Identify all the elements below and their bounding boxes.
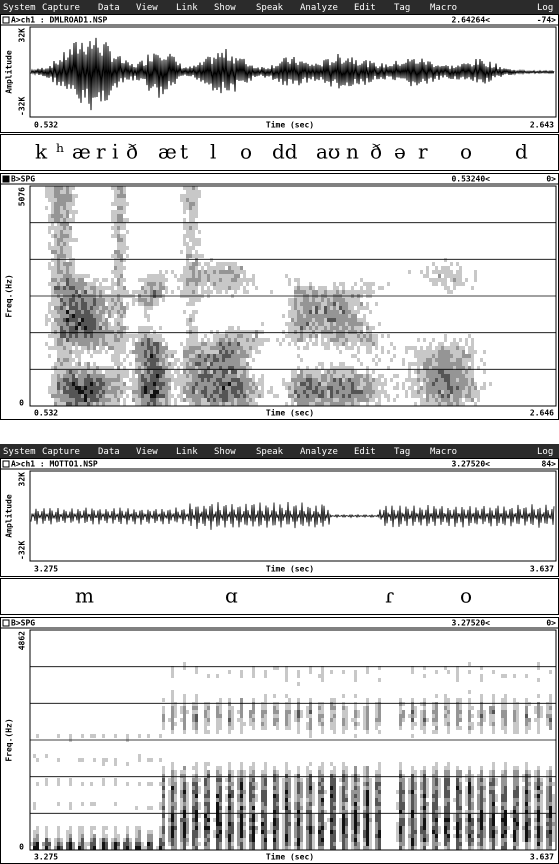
menu-item[interactable]: Log	[537, 3, 553, 13]
menu-item[interactable]: Data	[98, 3, 120, 13]
spectrogram-label: B>SPG	[11, 175, 35, 184]
phone-symbol: m	[75, 584, 94, 608]
phone-symbol: o	[240, 140, 252, 164]
spectrogram-window	[1, 618, 559, 864]
phone-symbol: ð	[370, 140, 382, 164]
phone-symbol: d	[515, 140, 528, 164]
menu-item[interactable]: Log	[537, 447, 553, 457]
menu-item[interactable]: Macro	[430, 3, 457, 13]
phone-symbol: aʊ	[316, 140, 340, 164]
phone-symbol: æ	[72, 140, 91, 164]
menu-item[interactable]: Show	[214, 447, 236, 457]
phone-symbol: t	[180, 140, 188, 164]
menu-item[interactable]: Edit	[354, 447, 376, 457]
menu-item[interactable]: Tag	[394, 3, 410, 13]
y-label: Freq.(Hz)	[5, 718, 14, 761]
menu-item[interactable]: Link	[176, 3, 198, 13]
spectrogram-label: B>SPG	[11, 619, 35, 628]
phone-symbol: l	[210, 140, 216, 164]
x-label: Time (sec)	[266, 564, 314, 574]
cursor-time: 2.64264<	[451, 16, 490, 25]
x-end: 2.643	[530, 121, 554, 130]
x-start: 3.275	[34, 853, 58, 862]
cursor-value: 0>	[546, 175, 556, 184]
menu-item[interactable]: Edit	[354, 3, 376, 13]
menu-item[interactable]: Tag	[394, 447, 410, 457]
menu-item[interactable]: System	[3, 3, 36, 13]
cursor-time: 3.27520<	[451, 619, 490, 628]
y-label: Amplitude	[4, 50, 14, 94]
menu-item[interactable]: View	[136, 447, 158, 457]
phone-symbol: o	[460, 584, 472, 608]
x-end: 2.646	[530, 409, 554, 418]
y-max: 32K	[18, 28, 27, 43]
cursor-value: -74>	[537, 16, 556, 25]
phone-symbol: ə	[394, 140, 406, 164]
x-start: 3.275	[34, 565, 58, 574]
phone-symbol: ð	[126, 140, 138, 164]
menu-item[interactable]: View	[136, 3, 158, 13]
channel-label: A>ch1 : DMLROAD1.NSP	[11, 16, 108, 25]
phone-symbol: dd	[272, 140, 298, 164]
menu-item[interactable]: Macro	[430, 447, 457, 457]
phone-symbol: ɑ	[225, 584, 238, 608]
phone-symbol: o	[460, 140, 472, 164]
menu-item[interactable]: Analyze	[300, 3, 338, 13]
phone-symbol: r	[418, 140, 428, 164]
phone-symbol: ʰ	[56, 140, 65, 164]
x-label: Time (sec)	[266, 408, 314, 418]
cursor-time: 3.27520<	[451, 460, 490, 469]
menu-item[interactable]: Capture	[42, 3, 80, 13]
y-min: 0	[19, 843, 24, 852]
phone-symbol: k	[35, 140, 48, 164]
phone-symbol: ɾ	[385, 584, 394, 608]
y-min: 0	[19, 399, 24, 408]
phone-symbol: æ	[158, 140, 177, 164]
cursor-time: 0.53240<	[451, 175, 490, 184]
y-min: -32K	[18, 97, 27, 116]
window-icon	[3, 176, 9, 182]
y-max: 4862	[18, 631, 27, 650]
menu-item[interactable]: Data	[98, 447, 120, 457]
window-icon	[3, 17, 9, 23]
x-end: 3.637	[530, 565, 554, 574]
x-label: Time (sec)	[266, 120, 314, 130]
menu-item[interactable]: System	[3, 447, 36, 457]
menu-item[interactable]: Capture	[42, 447, 80, 457]
x-start: 0.532	[34, 409, 58, 418]
phone-symbol: r	[96, 140, 106, 164]
y-max: 5076	[18, 187, 27, 206]
window-icon	[3, 461, 9, 467]
phone-symbol: i	[112, 140, 118, 164]
x-label: Time (sec)	[266, 852, 314, 862]
channel-label: A>ch1 : MOTTO1.NSP	[11, 460, 98, 469]
cursor-value: 84>	[542, 460, 557, 469]
y-max: 32K	[18, 472, 27, 487]
y-min: -32K	[18, 541, 27, 560]
cursor-value: 0>	[546, 619, 556, 628]
menu-item[interactable]: Speak	[256, 3, 284, 13]
menu-item[interactable]: Link	[176, 447, 198, 457]
y-label: Freq.(Hz)	[5, 274, 14, 317]
x-end: 3.637	[530, 853, 554, 862]
screenshot: System Capture Data View Link Show Speak Analyz…	[0, 0, 559, 864]
y-label: Amplitude	[4, 494, 14, 538]
window-icon	[3, 620, 9, 626]
menu-item[interactable]: Analyze	[300, 447, 338, 457]
menu-item[interactable]: Show	[214, 3, 236, 13]
x-start: 0.532	[34, 121, 58, 130]
phone-symbol: n	[346, 140, 359, 164]
menu-item[interactable]: Speak	[256, 447, 284, 457]
